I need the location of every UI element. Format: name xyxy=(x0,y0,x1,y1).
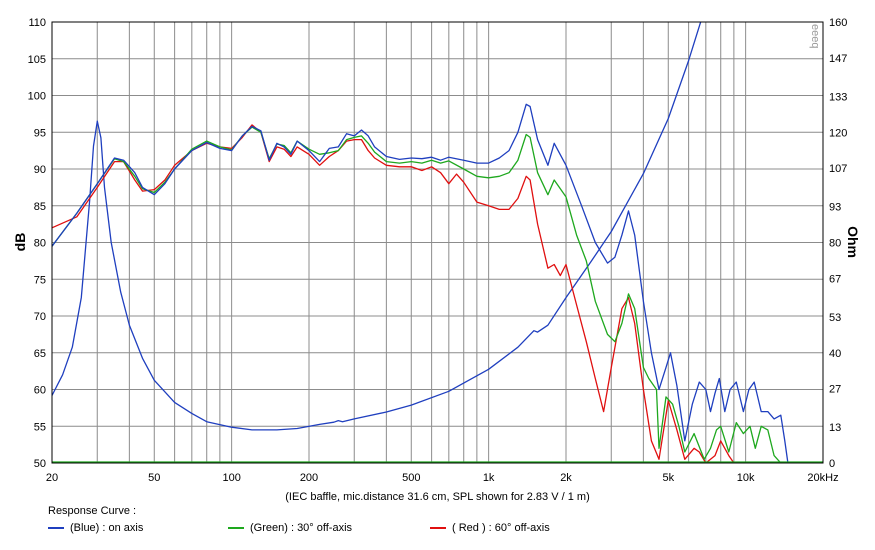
y-tick-label: 65 xyxy=(34,348,46,360)
spl-curve-blue xyxy=(52,103,789,463)
legend-item-blue: (Blue) : on axis xyxy=(48,522,143,534)
chart-footnote: (IEC baffle, mic.distance 31.6 cm, SPL s… xyxy=(285,491,590,503)
y2-tick-label: 80 xyxy=(829,238,841,250)
y2-tick-label: 93 xyxy=(829,202,841,214)
x-tick-label: 2k xyxy=(560,472,572,484)
legend-swatch-blue xyxy=(48,527,64,529)
legend-swatch-red xyxy=(430,527,446,529)
y-tick-label: 110 xyxy=(28,17,46,29)
legend-item-green: (Green) : 30° off-axis xyxy=(228,522,352,534)
x-tick-label: 1k xyxy=(483,472,495,484)
curves xyxy=(52,22,823,463)
y-tick-label: 90 xyxy=(34,164,46,176)
x-tick-label: 500 xyxy=(402,472,420,484)
legend-swatch-green xyxy=(228,527,244,529)
legend-title: Response Curve : xyxy=(48,505,137,517)
legend-label-red: ( Red ) : 60° off-axis xyxy=(452,522,550,534)
x-tick-label: 200 xyxy=(300,472,318,484)
y2-tick-label: 120 xyxy=(829,127,847,139)
watermark: eeeq xyxy=(809,24,821,48)
x-tick-label: 10k xyxy=(737,472,755,484)
y2-tick-label: 40 xyxy=(829,348,841,360)
y-tick-label: 85 xyxy=(34,201,46,213)
impedance-curve xyxy=(52,22,702,431)
legend-label-blue: (Blue) : on axis xyxy=(70,522,144,534)
y2-axis-ticks: 0 13 27 40 53 67 80 93 107 120 133 147 160 xyxy=(829,17,847,470)
x-tick-label: 20kHz xyxy=(807,472,838,484)
y-tick-label: 80 xyxy=(34,238,46,250)
plot-frame xyxy=(51,21,824,464)
x-tick-label: 50 xyxy=(148,472,160,484)
y2-axis-title: Ohm xyxy=(845,226,861,258)
y2-tick-label: 13 xyxy=(829,422,841,434)
y2-tick-label: 0 xyxy=(829,458,835,470)
y-tick-label: 105 xyxy=(28,54,46,66)
y2-tick-label: 147 xyxy=(829,53,847,65)
legend-label-green: (Green) : 30° off-axis xyxy=(250,522,353,534)
y-tick-label: 60 xyxy=(34,385,46,397)
x-tick-label: 20 xyxy=(46,472,58,484)
y-tick-label: 70 xyxy=(34,311,46,323)
y2-tick-label: 133 xyxy=(829,91,847,103)
y2-tick-label: 53 xyxy=(829,312,841,324)
y2-tick-label: 160 xyxy=(829,17,847,29)
y-tick-label: 100 xyxy=(28,91,46,103)
y2-tick-label: 67 xyxy=(829,273,841,285)
y2-tick-label: 107 xyxy=(829,163,847,175)
y-axis-title: dB xyxy=(12,233,28,252)
y-axis-ticks: 50 55 60 65 70 75 80 85 90 95 100 105 110 xyxy=(28,17,46,470)
legend-item-red: ( Red ) : 60° off-axis xyxy=(430,522,550,534)
y-tick-label: 55 xyxy=(34,421,46,433)
y2-tick-label: 27 xyxy=(829,384,841,396)
y-tick-label: 95 xyxy=(34,127,46,139)
x-tick-label: 100 xyxy=(222,472,240,484)
x-axis-ticks: 20 50 100 200 500 1k 2k 5k 10k 20kHz xyxy=(46,472,839,484)
x-tick-label: 5k xyxy=(662,472,674,484)
y-tick-label: 75 xyxy=(34,274,46,286)
y-tick-label: 50 xyxy=(34,458,46,470)
